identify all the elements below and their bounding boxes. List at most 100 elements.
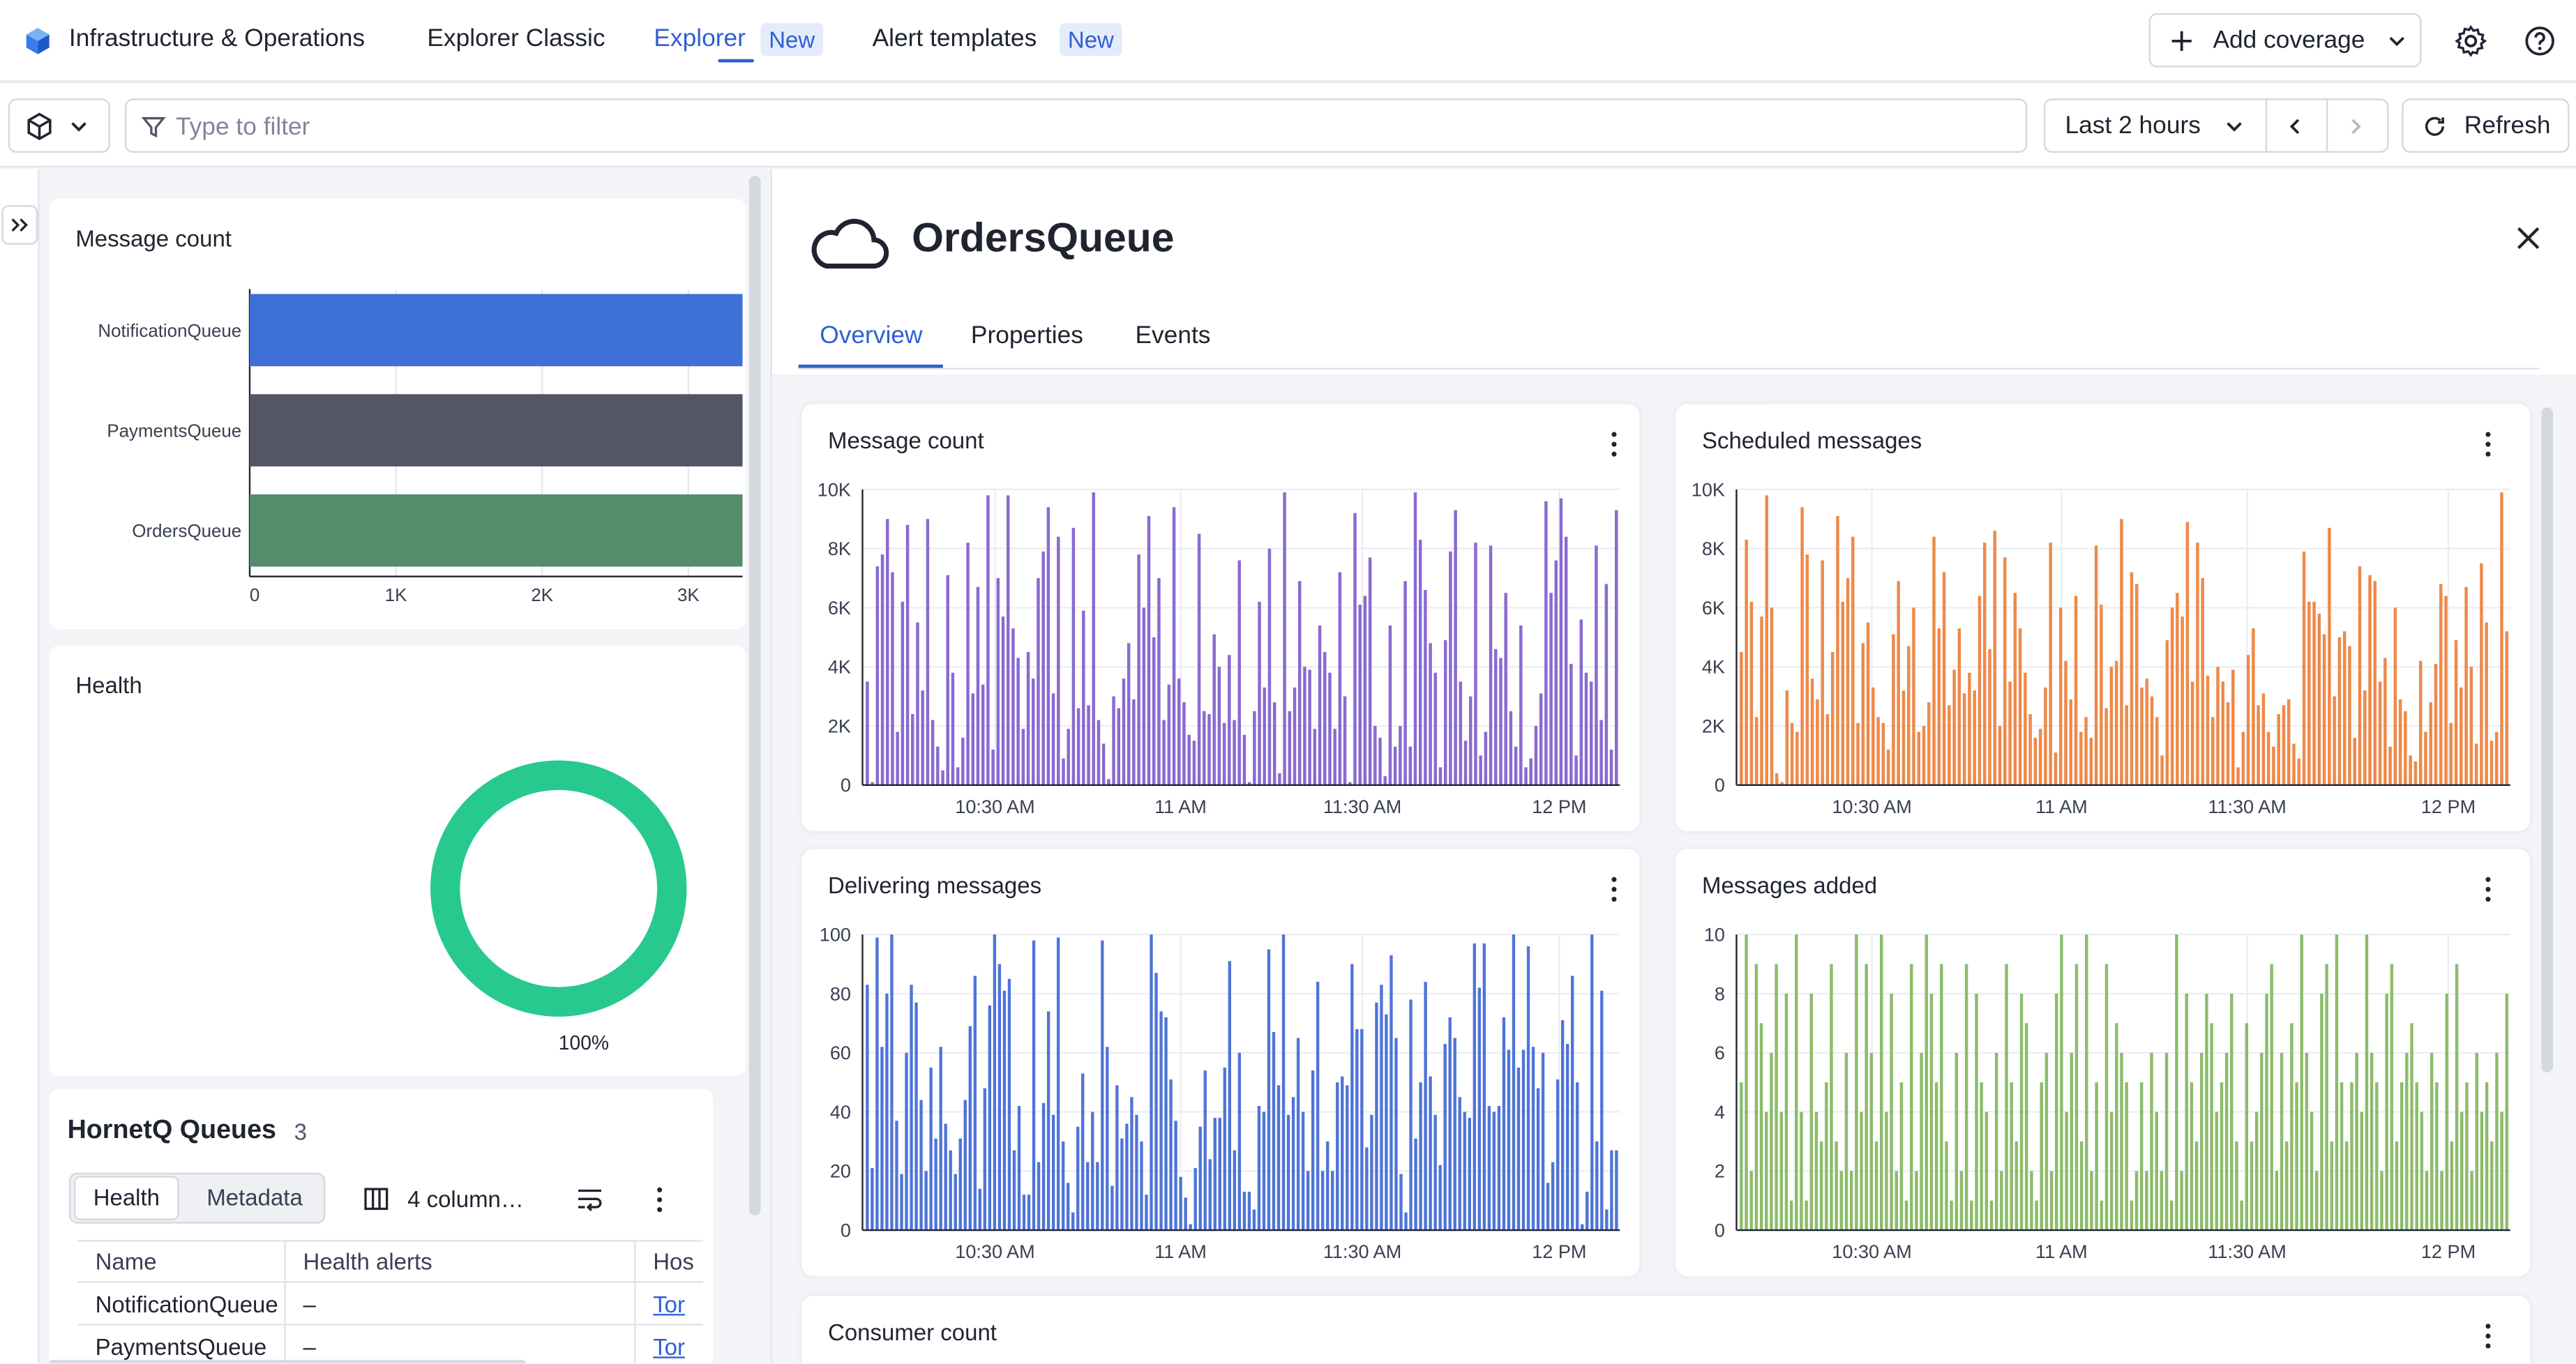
bar[interactable]: [1267, 548, 1272, 785]
bar[interactable]: [1101, 743, 1106, 785]
bar[interactable]: [1278, 773, 1281, 785]
bar[interactable]: [1233, 720, 1236, 785]
bar[interactable]: [1569, 663, 1573, 785]
bar[interactable]: [1443, 640, 1447, 785]
donut-slice-healthy[interactable]: [430, 760, 687, 1017]
bar[interactable]: [2196, 543, 2199, 785]
bar[interactable]: [1424, 981, 1427, 1231]
bar[interactable]: [1534, 725, 1538, 785]
bar[interactable]: [1281, 934, 1286, 1231]
bar[interactable]: [2074, 964, 2079, 1231]
bar[interactable]: [1574, 755, 1578, 785]
bar[interactable]: [1122, 679, 1126, 785]
bar[interactable]: [2413, 761, 2418, 785]
bar[interactable]: [1071, 1212, 1075, 1231]
bar[interactable]: [1546, 1183, 1550, 1231]
bar[interactable]: [2160, 1171, 2164, 1231]
bar[interactable]: [1816, 699, 1819, 785]
bar[interactable]: [1346, 1085, 1349, 1231]
bar[interactable]: [914, 1002, 918, 1231]
bar[interactable]: [891, 572, 894, 785]
bar[interactable]: [1973, 690, 1976, 785]
bar[interactable]: [1438, 767, 1443, 785]
bar[interactable]: [1132, 699, 1136, 785]
bar[interactable]: [2185, 522, 2190, 785]
bar[interactable]: [2380, 1171, 2383, 1231]
bar[interactable]: [2480, 1112, 2484, 1231]
bar[interactable]: [1615, 1150, 1618, 1231]
bar[interactable]: [1484, 732, 1488, 785]
bar[interactable]: [1895, 1171, 1898, 1231]
bar[interactable]: [1399, 1174, 1403, 1231]
bar[interactable]: [1897, 581, 1900, 785]
bar[interactable]: [2155, 1112, 2158, 1231]
bar[interactable]: [1871, 687, 1875, 785]
bar[interactable]: [1585, 1191, 1589, 1231]
cell-name[interactable]: NotificationQueue: [77, 1282, 285, 1326]
bar[interactable]: [2089, 737, 2093, 785]
bar[interactable]: [2109, 667, 2114, 785]
bar[interactable]: [2028, 714, 2032, 785]
bar[interactable]: [1604, 584, 1609, 785]
entity-type-button[interactable]: [8, 98, 110, 153]
bar[interactable]: [2150, 1052, 2153, 1231]
chart-menu-icon[interactable]: [2485, 1324, 2492, 1350]
bar[interactable]: [1514, 746, 1518, 785]
bar[interactable]: [921, 690, 924, 785]
bar[interactable]: [1082, 610, 1085, 785]
bar[interactable]: [2485, 622, 2488, 785]
bar[interactable]: [1524, 767, 1528, 785]
bar[interactable]: [1998, 725, 2002, 785]
bar[interactable]: [2250, 1141, 2254, 1231]
bar[interactable]: [1207, 714, 1211, 785]
bar[interactable]: [1037, 578, 1040, 785]
refresh-button[interactable]: Refresh: [2402, 98, 2570, 153]
bar[interactable]: [2475, 1052, 2478, 1231]
bar[interactable]: [2317, 613, 2321, 785]
bar[interactable]: [2125, 705, 2128, 785]
bar[interactable]: [901, 601, 905, 785]
bar[interactable]: [1409, 999, 1413, 1231]
bar[interactable]: [2150, 696, 2154, 785]
bar[interactable]: [1012, 1150, 1016, 1231]
bar[interactable]: [1016, 658, 1020, 785]
bar[interactable]: [2109, 1112, 2114, 1231]
bar[interactable]: [2395, 1141, 2399, 1231]
bar[interactable]: [2260, 1052, 2264, 1231]
bar[interactable]: [1308, 669, 1311, 785]
bar[interactable]: [1940, 964, 1943, 1231]
bar[interactable]: [1076, 708, 1080, 785]
bar[interactable]: [1203, 711, 1206, 785]
bar[interactable]: [2065, 1112, 2068, 1231]
bar[interactable]: [1066, 1183, 1070, 1231]
bar[interactable]: [1333, 729, 1336, 785]
app-title[interactable]: Infrastructure & Operations: [68, 24, 366, 53]
bar[interactable]: [1297, 581, 1302, 785]
bar[interactable]: [1789, 1200, 1793, 1231]
bar[interactable]: [866, 681, 869, 785]
bar[interactable]: [1385, 1014, 1388, 1231]
bar[interactable]: [2165, 640, 2169, 785]
bar[interactable]: [1800, 507, 1804, 785]
bar[interactable]: [2252, 628, 2255, 785]
bar[interactable]: [2390, 964, 2394, 1231]
bar[interactable]: [1057, 536, 1060, 785]
bar[interactable]: [1331, 1171, 1334, 1231]
bar[interactable]: [1581, 1224, 1584, 1231]
bar[interactable]: [2069, 699, 2073, 785]
bar[interactable]: [866, 985, 869, 1231]
bar[interactable]: [1749, 1171, 1753, 1231]
bar[interactable]: [1890, 993, 1893, 1231]
bar[interactable]: [1062, 758, 1065, 785]
bar[interactable]: [2434, 663, 2438, 785]
bar[interactable]: [1037, 1162, 1041, 1231]
bar[interactable]: [2290, 1023, 2293, 1231]
bar[interactable]: [1032, 679, 1035, 785]
bar[interactable]: [1142, 607, 1146, 785]
nav-explorer-classic[interactable]: Explorer Classic: [427, 24, 605, 53]
bar[interactable]: [1127, 643, 1131, 785]
bar[interactable]: [1006, 495, 1010, 785]
bar[interactable]: [1489, 545, 1493, 785]
bar[interactable]: [2424, 732, 2427, 785]
bar[interactable]: [1590, 934, 1594, 1231]
